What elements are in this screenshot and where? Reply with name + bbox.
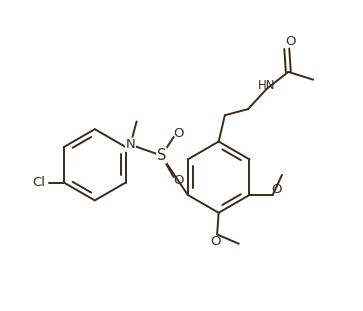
Text: O: O	[210, 235, 221, 248]
Text: O: O	[173, 174, 184, 187]
Text: HN: HN	[258, 79, 276, 92]
Text: S: S	[157, 148, 166, 163]
Text: Cl: Cl	[32, 176, 45, 189]
Text: O: O	[173, 127, 184, 140]
Text: N: N	[126, 138, 135, 151]
Text: O: O	[271, 183, 282, 196]
Text: O: O	[285, 35, 296, 49]
